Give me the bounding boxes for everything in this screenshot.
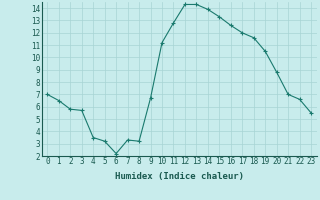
X-axis label: Humidex (Indice chaleur): Humidex (Indice chaleur) (115, 172, 244, 181)
